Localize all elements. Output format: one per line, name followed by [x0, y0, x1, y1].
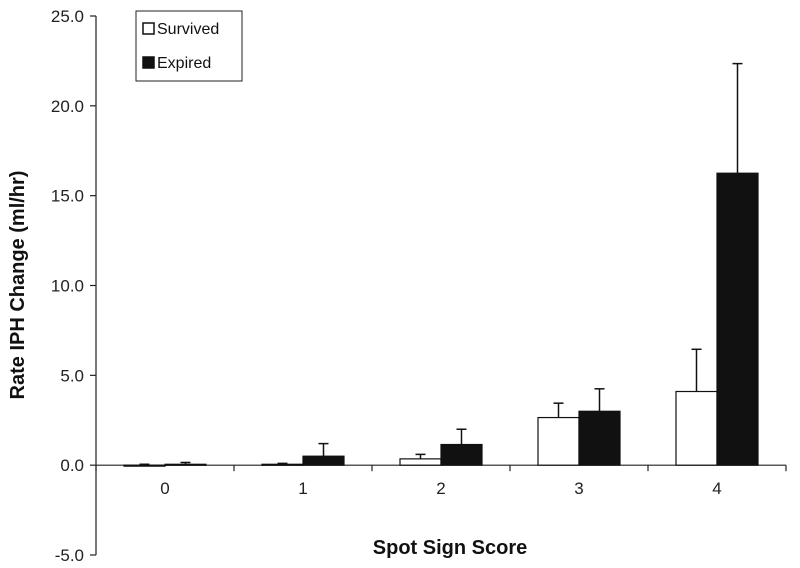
x-tick-label: 0: [160, 479, 169, 498]
bar-expired-3: [578, 410, 621, 466]
y-tick-label: 10.0: [51, 277, 84, 296]
legend-swatch-survived: [142, 22, 155, 35]
bar-survived-2: [399, 458, 442, 466]
y-tick-label: 20.0: [51, 97, 84, 116]
bar-expired-0: [164, 463, 207, 466]
bar-series: [123, 62, 759, 467]
y-tick-label: 15.0: [51, 187, 84, 206]
y-tick-label: 0.0: [60, 456, 84, 475]
legend-swatch-expired: [142, 56, 155, 69]
bar-survived-0: [123, 464, 166, 467]
x-tick-label: 3: [574, 479, 583, 498]
bar-survived-1: [261, 463, 304, 466]
legend-label-survived: Survived: [157, 21, 219, 38]
x-axis: 0 1 2 3 4: [95, 464, 787, 498]
bar-expired-4: [716, 172, 759, 466]
x-tick-label: 4: [712, 479, 721, 498]
x-tick-label: 2: [436, 479, 445, 498]
legend: Survived Expired: [135, 10, 243, 82]
x-tick-label: 1: [298, 479, 307, 498]
y-tick-label: -5.0: [55, 546, 84, 565]
bar-survived-4: [675, 390, 718, 466]
legend-box: [135, 10, 243, 82]
y-tick-label: 5.0: [60, 366, 84, 385]
y-axis-title: Rate IPH Change (ml/hr): [7, 171, 29, 400]
bar-expired-1: [302, 455, 345, 466]
x-axis-title: Spot Sign Score: [373, 537, 527, 559]
bar-survived-3: [537, 416, 580, 466]
y-axis: 25.0 20.0 15.0 10.0 5.0 0.0 -5.0: [51, 7, 97, 565]
y-tick-label: 25.0: [51, 7, 84, 26]
bar-expired-2: [440, 443, 483, 466]
legend-label-expired: Expired: [157, 55, 211, 72]
